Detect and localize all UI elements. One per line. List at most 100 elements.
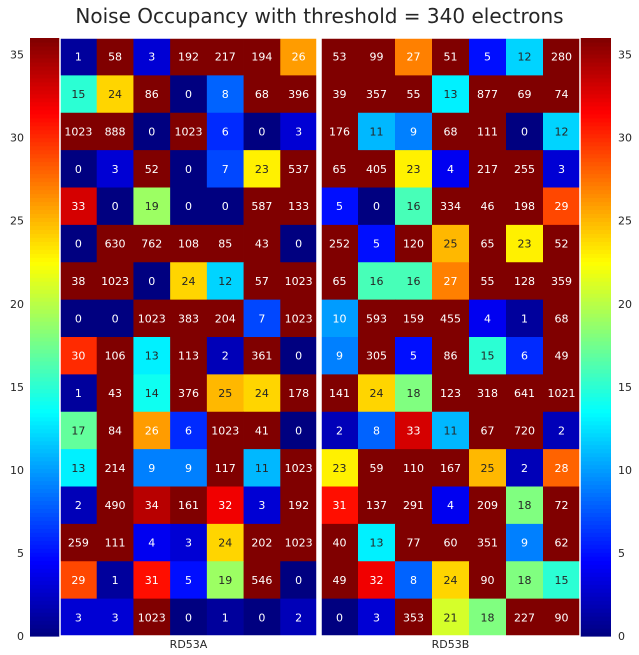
colorbar-gradient-slice: [30, 309, 60, 314]
heatmap-cell: [469, 38, 507, 76]
heatmap-cell-value: 8: [410, 574, 417, 587]
heatmap-cell: [280, 523, 318, 562]
heatmap-cell: [170, 38, 208, 76]
heatmap-cell: [469, 150, 507, 188]
heatmap-cell-value: 30: [71, 350, 85, 363]
colorbar-gradient-slice: [30, 540, 60, 545]
heatmap-cell-value: 26: [292, 51, 306, 64]
heatmap-cell: [358, 486, 396, 525]
colorbar-gradient-slice: [30, 412, 60, 418]
colorbar-gradient-slice: [580, 632, 611, 637]
heatmap-cell-value: 291: [403, 499, 424, 512]
heatmap-cell-value: 10: [333, 312, 347, 325]
colorbar-gradient-slice: [30, 197, 60, 203]
heatmap-cell-value: 23: [518, 238, 532, 251]
colorbar-gradient-slice: [30, 149, 60, 155]
heatmap-cell: [358, 299, 396, 338]
heatmap-cell-value: 24: [444, 574, 458, 587]
colorbar-gradient-slice: [580, 177, 611, 183]
heatmap-cell-value: 99: [370, 51, 384, 64]
heatmap-cell: [358, 411, 396, 450]
heatmap-cell-value: 359: [551, 275, 572, 288]
colorbar-gradient-slice: [30, 608, 60, 613]
heatmap-cell: [96, 449, 134, 487]
colorbar-gradient-slice: [580, 560, 611, 565]
colorbar-gradient-slice: [580, 217, 611, 222]
heatmap-cell: [243, 337, 281, 375]
heatmap-cell: [506, 187, 544, 226]
heatmap-cell-value: 23: [333, 462, 347, 475]
colorbar-gradient-slice: [580, 237, 611, 242]
heatmap-cell: [543, 187, 581, 226]
colorbar-gradient-slice: [580, 157, 611, 163]
colorbar-gradient-slice: [30, 344, 60, 350]
heatmap-cell: [469, 411, 507, 450]
colorbar-gradient-slice: [580, 580, 611, 585]
heatmap-cell: [206, 449, 244, 487]
heatmap-cell: [543, 449, 581, 487]
heatmap-cell-value: 90: [481, 574, 495, 587]
colorbar-gradient-slice: [30, 620, 60, 625]
heatmap-cell: [170, 262, 208, 301]
heatmap-cell-value: 26: [145, 424, 159, 437]
heatmap-cell-value: 0: [336, 611, 343, 624]
heatmap-cell: [60, 523, 98, 562]
colorbar-gradient-slice: [30, 305, 60, 310]
heatmap-cell: [280, 598, 318, 637]
heatmap-cell: [60, 38, 98, 76]
heatmap-cell: [395, 598, 433, 637]
heatmap-cell-value: 1023: [211, 424, 239, 437]
colorbar-gradient-slice: [30, 301, 60, 306]
colorbar-gradient-slice: [580, 572, 611, 577]
heatmap-cell-value: 2: [295, 611, 302, 624]
colorbar-gradient-slice: [580, 89, 611, 95]
heatmap-cell: [506, 337, 544, 375]
heatmap-cell-value: 23: [407, 163, 421, 176]
heatmap-cell: [243, 598, 281, 637]
heatmap-cell: [133, 262, 171, 301]
heatmap-cell-value: 1023: [138, 611, 166, 624]
colorbar-gradient-slice: [580, 428, 611, 434]
heatmap-cell: [133, 75, 171, 114]
heatmap-cell: [543, 299, 581, 338]
heatmap-cell-value: 2: [222, 350, 229, 363]
colorbar-gradient-slice: [30, 532, 60, 537]
heatmap-cell: [543, 112, 581, 151]
heatmap-cell: [358, 449, 396, 487]
colorbar-gradient-slice: [580, 588, 611, 593]
colorbar-gradient-slice: [30, 448, 60, 454]
heatmap-cell-value: 24: [182, 275, 196, 288]
heatmap-cell: [432, 337, 470, 375]
heatmap-cell-value: 376: [178, 387, 199, 400]
heatmap-cell: [321, 598, 359, 637]
heatmap-cell-value: 9: [185, 462, 192, 475]
heatmap-cell: [543, 337, 581, 375]
heatmap-cell: [506, 411, 544, 450]
left-colorbar-tick-label: 10: [10, 464, 24, 477]
colorbar-gradient-slice: [30, 520, 60, 525]
heatmap-cell: [432, 523, 470, 562]
colorbar-gradient-slice: [30, 317, 60, 322]
heatmap-cell-value: 2: [75, 499, 82, 512]
heatmap-cell: [280, 112, 318, 151]
heatmap-cell: [506, 523, 544, 562]
colorbar-gradient-slice: [30, 440, 60, 446]
colorbar-gradient-slice: [30, 237, 60, 242]
heatmap-cell-value: 77: [407, 537, 421, 550]
heatmap-cell: [395, 449, 433, 487]
heatmap-cell-value: 18: [407, 387, 421, 400]
panel-frame: [320, 37, 581, 637]
colorbar-gradient-slice: [30, 408, 60, 414]
colorbar-gradient-slice: [580, 269, 611, 274]
heatmap-cell-value: 641: [514, 387, 535, 400]
heatmap-cell-value: 214: [105, 462, 126, 475]
colorbar-gradient-slice: [30, 313, 60, 318]
left-colorbar-tick-label: 25: [10, 215, 24, 228]
colorbar-gradient-slice: [580, 325, 611, 330]
heatmap-cell-value: 123: [440, 387, 461, 400]
colorbar-gradient-slice: [580, 388, 611, 394]
heatmap-cell-value: 68: [255, 88, 269, 101]
heatmap-cell-value: 15: [71, 88, 85, 101]
colorbar-gradient-slice: [30, 193, 60, 199]
